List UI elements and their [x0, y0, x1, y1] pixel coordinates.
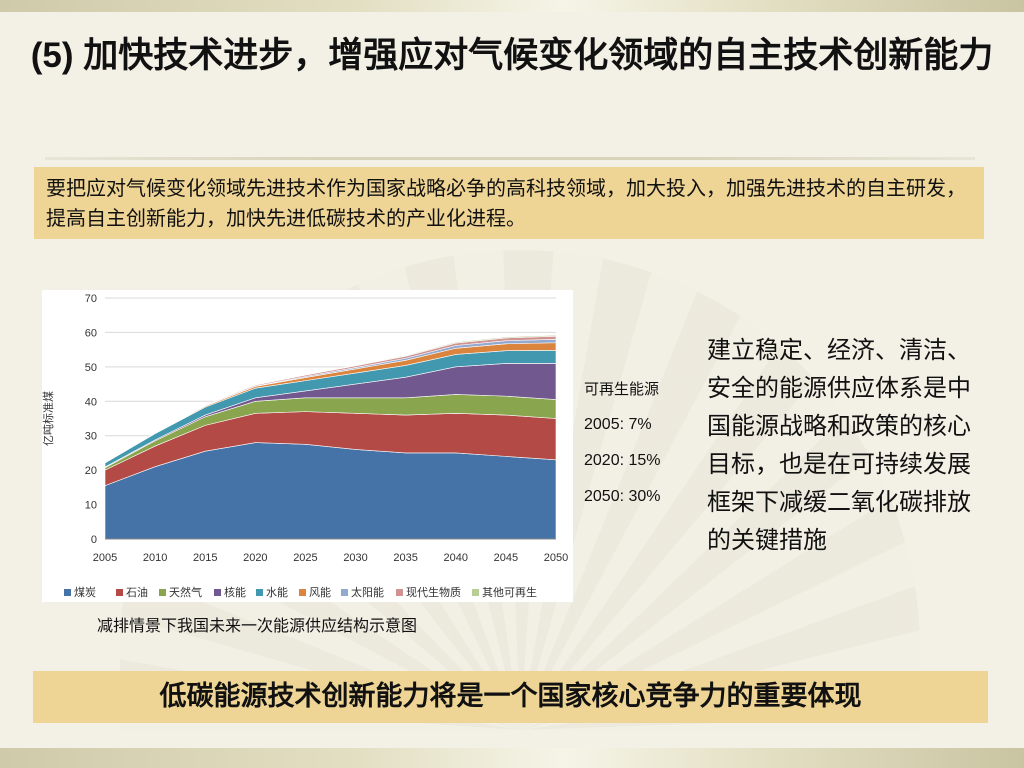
- legend-swatch: [396, 589, 403, 596]
- x-tick-label: 2050: [544, 552, 568, 564]
- legend-label: 其他可再生: [482, 585, 537, 599]
- legend-label: 天然气: [169, 585, 202, 599]
- legend-swatch: [116, 589, 123, 596]
- y-tick-label: 70: [85, 293, 97, 305]
- top-decor-band: [0, 0, 1024, 12]
- y-tick-label: 50: [85, 362, 97, 374]
- title-divider: [45, 157, 975, 160]
- y-tick-label: 40: [85, 396, 97, 408]
- legend-label: 煤炭: [74, 586, 96, 599]
- bottom-decor-band: [0, 748, 1024, 768]
- y-tick-label: 20: [85, 465, 97, 477]
- legend-swatch: [159, 589, 166, 596]
- x-tick-label: 2010: [143, 552, 167, 564]
- x-tick-label: 2035: [393, 552, 417, 564]
- x-tick-label: 2025: [293, 552, 317, 564]
- chart-caption: 减排情景下我国未来一次能源供应结构示意图: [97, 616, 418, 635]
- y-tick-label: 30: [85, 431, 97, 443]
- legend-label: 水能: [266, 585, 288, 599]
- renewable-2050: 2050: 30%: [584, 488, 661, 505]
- renewable-2020: 2020: 15%: [584, 452, 661, 469]
- strategy-text: 建立稳定、经济、清洁、安全的能源供应体系是中国能源战略和政策的核心目标，也是在可…: [707, 336, 971, 554]
- conclusion-box: 低碳能源技术创新能力将是一个国家核心竞争力的重要体现: [33, 671, 988, 723]
- legend-label: 太阳能: [351, 585, 384, 599]
- title-text: 加快技术进步，增强应对气候变化领域的自主技术创新能力: [83, 36, 994, 76]
- renewable-label: 可再生能源: [584, 380, 660, 398]
- renewable-2005: 2005: 7%: [584, 416, 652, 433]
- intro-box: 要把应对气候变化领域先进技术作为国家战略必争的高科技领域，加大投入，加强先进技术…: [34, 167, 984, 239]
- legend-label: 核能: [224, 585, 246, 599]
- x-tick-label: 2040: [444, 552, 468, 564]
- legend-label: 现代生物质: [406, 585, 461, 599]
- series-area: [104, 334, 557, 464]
- legend-swatch: [256, 589, 263, 596]
- y-tick-label: 0: [91, 534, 97, 546]
- title-prefix: (5): [30, 36, 84, 75]
- x-tick-label: 2015: [193, 552, 217, 564]
- slide-title: (5) 加快技术进步，增强应对气候变化领域的自主技术创新能力: [30, 30, 994, 82]
- legend-label: 风能: [309, 585, 331, 599]
- legend-swatch: [214, 589, 221, 596]
- legend-label: 石油: [126, 585, 148, 599]
- x-tick-label: 2020: [243, 552, 267, 564]
- renewable-share-block: 可再生能源 2005: 7% 2020: 15% 2050: 30%: [584, 378, 704, 522]
- x-tick-label: 2030: [343, 552, 367, 564]
- chart-container: 0 10 20 30 40 50 60 70 2005 2010 2015 2020 2025 2030 2…: [41, 290, 573, 602]
- y-tick-label: 10: [85, 500, 97, 512]
- legend-swatch: [64, 589, 71, 596]
- y-axis-label: 亿吨标准煤: [42, 391, 55, 446]
- x-tick-label: 2045: [494, 552, 518, 564]
- legend-swatch: [472, 589, 479, 596]
- legend-swatch: [341, 589, 348, 596]
- x-tick-label: 2005: [93, 552, 117, 564]
- y-tick-label: 60: [85, 327, 97, 339]
- legend-swatch: [299, 589, 306, 596]
